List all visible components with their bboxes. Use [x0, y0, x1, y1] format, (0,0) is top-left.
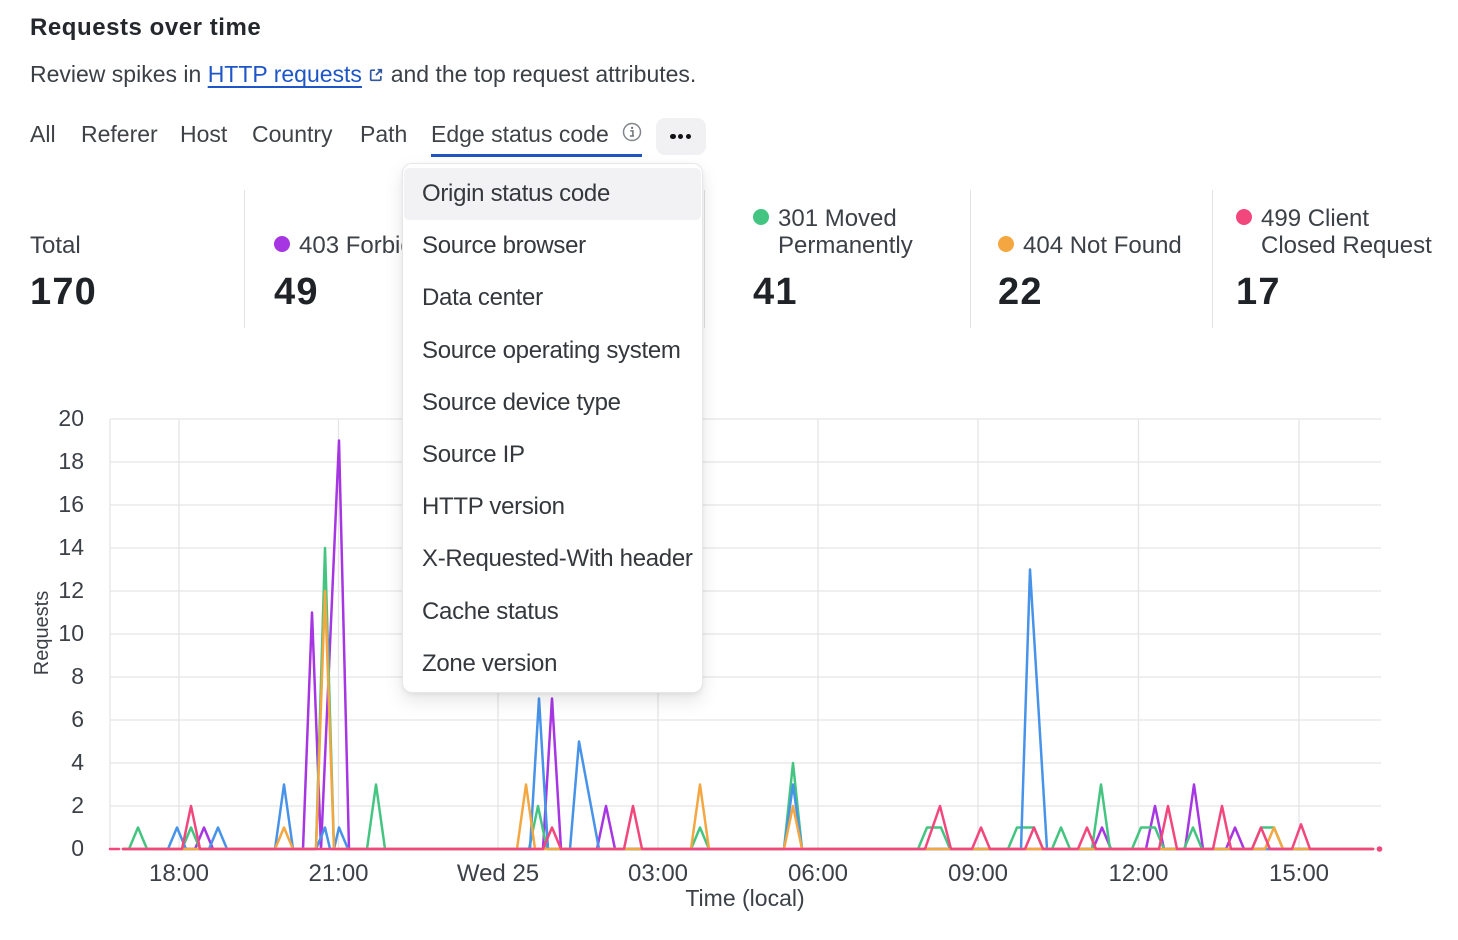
- svg-text:10: 10: [58, 620, 84, 646]
- svg-text:Requests: Requests: [31, 591, 53, 676]
- svg-text:16: 16: [58, 491, 84, 517]
- svg-text:12:00: 12:00: [1108, 860, 1168, 887]
- svg-text:15:00: 15:00: [1269, 860, 1329, 887]
- svg-text:Time (local): Time (local): [685, 885, 804, 911]
- svg-text:20: 20: [58, 405, 84, 431]
- svg-text:18: 18: [58, 448, 84, 474]
- svg-text:09:00: 09:00: [948, 860, 1008, 887]
- svg-text:0: 0: [71, 835, 84, 861]
- svg-text:4: 4: [71, 749, 84, 775]
- svg-text:8: 8: [71, 663, 84, 689]
- svg-text:03:00: 03:00: [628, 860, 688, 887]
- svg-text:14: 14: [58, 534, 84, 560]
- svg-text:2: 2: [71, 792, 84, 818]
- svg-text:12: 12: [58, 577, 84, 603]
- svg-text:Wed 25: Wed 25: [457, 860, 539, 887]
- svg-text:21:00: 21:00: [308, 860, 368, 887]
- svg-text:18:00: 18:00: [149, 860, 209, 887]
- svg-text:06:00: 06:00: [788, 860, 848, 887]
- svg-text:6: 6: [71, 706, 84, 732]
